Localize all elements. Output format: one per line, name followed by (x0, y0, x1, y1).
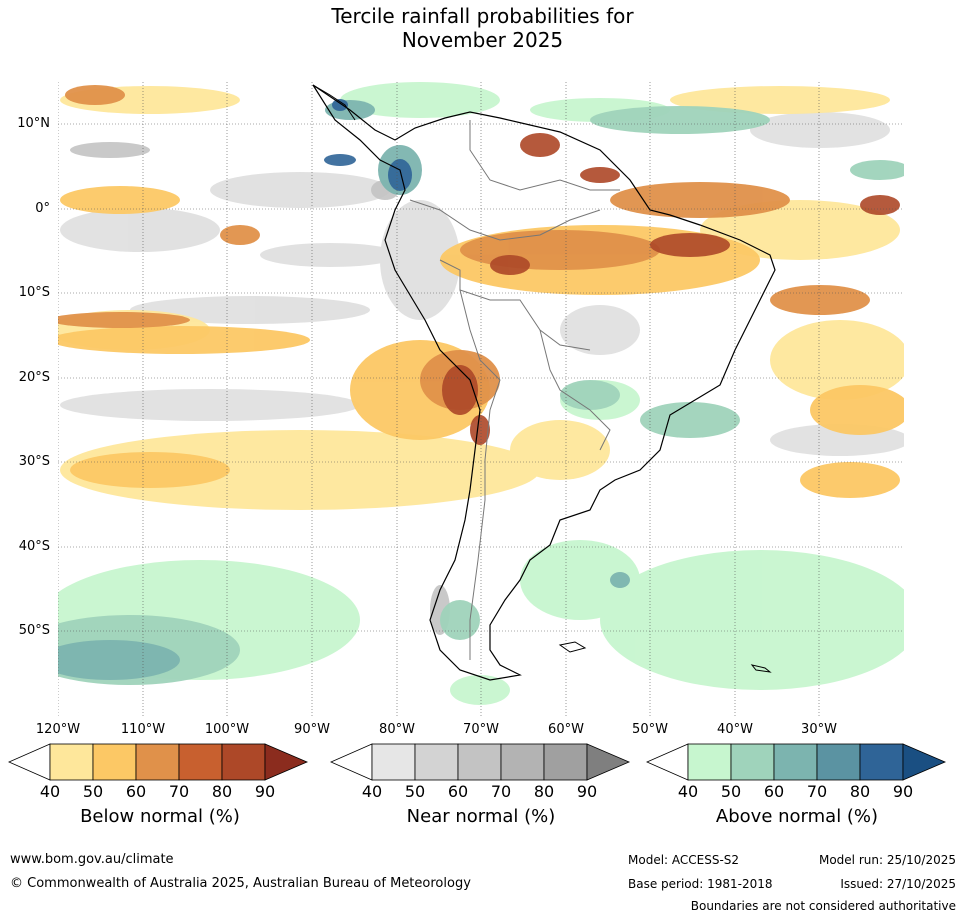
model-label: Model: ACCESS-S2 (628, 853, 740, 867)
above-tick-40: 40 (677, 782, 699, 801)
lat-label-20s: 20°S (18, 370, 50, 385)
below-swatch-low (8, 743, 51, 781)
below-normal-title: Below normal (%) (80, 806, 240, 827)
below-tick-60: 60 (125, 782, 147, 801)
website-link[interactable]: www.bom.gov.au/climate (10, 852, 174, 867)
copyright-text: © Commonwealth of Australia 2025, Austra… (10, 876, 471, 891)
near-tick-60: 60 (447, 782, 469, 801)
below-swatch-3 (135, 743, 180, 781)
above-tick-70: 70 (806, 782, 828, 801)
falkland-islands (558, 641, 587, 653)
near-normal-areas (60, 112, 904, 456)
below-tick-70: 70 (168, 782, 190, 801)
lat-label-10n: 10°N (17, 116, 50, 131)
colorbar-below-normal (8, 743, 309, 781)
model-run-label: Model run: 25/10/2025 (818, 853, 956, 867)
below-tick-80: 80 (211, 782, 233, 801)
above-tick-80: 80 (849, 782, 871, 801)
lon-label-100w: 100°W (204, 722, 250, 737)
colorbar-above-normal (646, 743, 947, 781)
lat-label-30s: 30°S (18, 454, 50, 469)
below-tick-90: 90 (254, 782, 276, 801)
near-tick-90: 90 (576, 782, 598, 801)
south-america-coastline (312, 84, 776, 681)
title-line-1: Tercile rainfall probabilities for (331, 4, 634, 28)
below-tick-40: 40 (39, 782, 61, 801)
lon-label-80w: 80°W (379, 722, 415, 737)
lon-label-120w: 120°W (35, 722, 81, 737)
boundaries-disclaimer: Boundaries are not considered authoritat… (690, 899, 956, 913)
below-tick-50: 50 (82, 782, 104, 801)
above-swatch-2 (730, 743, 775, 781)
above-normal-title: Above normal (%) (715, 806, 879, 827)
lat-label-10s: 10°S (18, 285, 50, 300)
near-tick-40: 40 (361, 782, 383, 801)
below-swatch-4 (178, 743, 223, 781)
above-tick-90: 90 (892, 782, 914, 801)
near-swatch-low (330, 743, 373, 781)
above-swatch-4 (816, 743, 861, 781)
issued-label: Issued: 27/10/2025 (840, 877, 956, 891)
near-normal-title: Near normal (%) (406, 806, 556, 827)
near-swatch-5 (543, 743, 588, 781)
lat-label-40s: 40°S (18, 539, 50, 554)
lon-label-50w: 50°W (632, 722, 668, 737)
above-tick-60: 60 (763, 782, 785, 801)
lon-label-110w: 110°W (120, 722, 166, 737)
title-line-2: November 2025 (401, 28, 564, 52)
lon-label-30w: 30°W (801, 722, 837, 737)
near-swatch-1 (371, 743, 416, 781)
below-swatch-1 (49, 743, 94, 781)
lon-label-90w: 90°W (294, 722, 330, 737)
lon-label-60w: 60°W (548, 722, 584, 737)
above-swatch-5 (859, 743, 904, 781)
near-swatch-2 (414, 743, 459, 781)
country-borders (409, 120, 620, 660)
above-swatch-1 (687, 743, 732, 781)
above-tick-50: 50 (720, 782, 742, 801)
lat-label-0: 0° (35, 201, 50, 216)
lon-label-70w: 70°W (463, 722, 499, 737)
below-swatch-5 (221, 743, 266, 781)
near-swatch-high (586, 743, 631, 781)
near-swatch-3 (457, 743, 502, 781)
above-swatch-3 (773, 743, 818, 781)
near-tick-50: 50 (404, 782, 426, 801)
below-swatch-2 (92, 743, 137, 781)
near-tick-80: 80 (533, 782, 555, 801)
south-georgia (750, 664, 772, 673)
colorbar-near-normal (330, 743, 631, 781)
above-swatch-low (646, 743, 689, 781)
map-title: Tercile rainfall probabilities for Novem… (0, 4, 965, 52)
graticule (58, 82, 904, 716)
above-swatch-high (902, 743, 947, 781)
below-swatch-high (264, 743, 309, 781)
base-period-label: Base period: 1981-2018 (628, 877, 773, 891)
near-swatch-4 (500, 743, 545, 781)
rainfall-probability-map (58, 82, 904, 716)
near-tick-70: 70 (490, 782, 512, 801)
lat-label-50s: 50°S (18, 623, 50, 638)
lon-label-40w: 40°W (717, 722, 753, 737)
